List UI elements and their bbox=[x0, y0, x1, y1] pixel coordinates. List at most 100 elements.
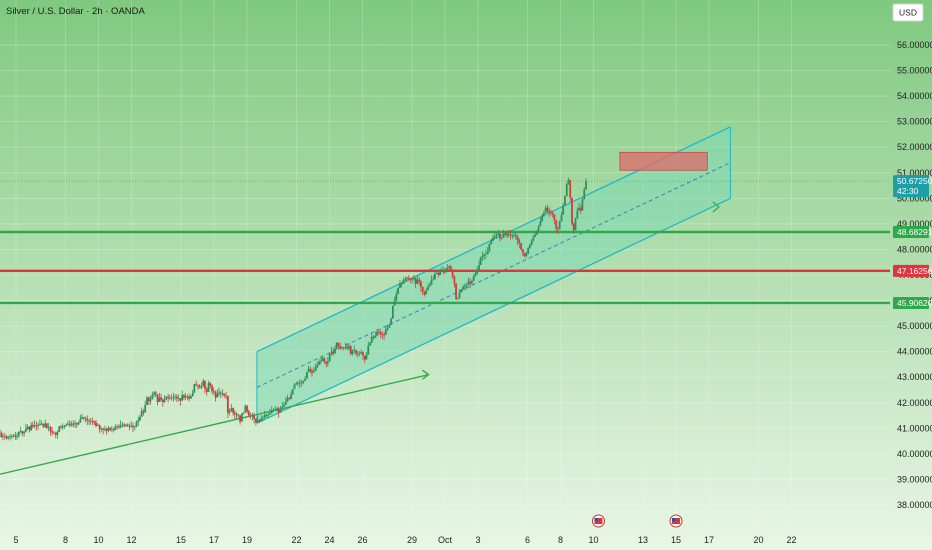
candle-body bbox=[467, 281, 470, 285]
candle-body bbox=[558, 221, 561, 230]
candle-body bbox=[154, 392, 157, 395]
candle-body bbox=[168, 397, 171, 399]
candle-body bbox=[205, 388, 208, 393]
candle-body bbox=[267, 414, 270, 416]
candle-body bbox=[256, 420, 259, 423]
candle-body bbox=[86, 418, 89, 421]
price-tag-label: 47.16256 bbox=[897, 266, 932, 276]
candle-body bbox=[258, 420, 261, 422]
candle-body bbox=[583, 189, 586, 200]
candle-body bbox=[226, 395, 229, 413]
candle-body bbox=[304, 378, 306, 382]
supply-zone[interactable] bbox=[619, 151, 708, 171]
candle-body bbox=[437, 272, 440, 275]
time-tick-label: 10 bbox=[93, 535, 103, 545]
candle-body bbox=[114, 426, 117, 431]
candle-body bbox=[414, 278, 417, 284]
time-tick-label: 22 bbox=[291, 535, 301, 545]
time-tick-label: 5 bbox=[13, 535, 18, 545]
candle-body bbox=[453, 276, 456, 284]
time-tick-label: 26 bbox=[357, 535, 367, 545]
time-tick-label: 29 bbox=[407, 535, 417, 545]
candle-body bbox=[463, 286, 466, 288]
candle-body bbox=[348, 346, 350, 349]
trendline-line[interactable] bbox=[0, 373, 429, 475]
candle-body bbox=[74, 423, 76, 425]
candle-body bbox=[186, 396, 189, 398]
candle-body bbox=[118, 426, 120, 428]
currency-selector[interactable]: USD bbox=[892, 3, 924, 22]
candle-body bbox=[212, 391, 215, 393]
candle-body bbox=[325, 361, 328, 364]
candle-body bbox=[16, 436, 18, 437]
price-tick-label: 45.00000 bbox=[897, 321, 932, 331]
us-flag-event-icon[interactable] bbox=[591, 514, 605, 528]
candle-body bbox=[47, 427, 50, 428]
candle-body bbox=[446, 267, 449, 270]
candle-body bbox=[367, 345, 370, 355]
candle-body bbox=[565, 183, 568, 197]
candle-body bbox=[23, 431, 25, 434]
candle-body bbox=[397, 288, 400, 295]
time-axis[interactable]: 5 8 10 12 15 17 19 22 24 26 29 Oct 3 6 8 10 13 15 17 20 22 bbox=[13, 535, 796, 545]
price-tick-label: 42.00000 bbox=[897, 398, 932, 408]
candle-body bbox=[67, 423, 69, 425]
candle-body bbox=[135, 421, 138, 427]
candlestick-series bbox=[0, 177, 587, 441]
trendline-arrow-icon bbox=[422, 369, 430, 380]
us-flag-event-icon[interactable] bbox=[669, 514, 683, 528]
candle-body bbox=[349, 346, 352, 354]
time-tick-label: 19 bbox=[242, 535, 252, 545]
candle-body bbox=[158, 397, 161, 403]
candle-body bbox=[89, 420, 92, 422]
candle-body bbox=[302, 381, 305, 383]
price-tick-label: 49.00000 bbox=[897, 219, 932, 229]
candle-body bbox=[360, 352, 363, 354]
channel-lower-line[interactable] bbox=[256, 197, 731, 424]
price-tick-label: 56.00000 bbox=[897, 40, 932, 50]
candle-body bbox=[216, 393, 219, 398]
event-markers[interactable] bbox=[591, 514, 683, 528]
candle-body bbox=[211, 385, 213, 392]
candle-body bbox=[326, 361, 329, 364]
candle-body bbox=[539, 221, 542, 227]
candle-body bbox=[77, 422, 80, 425]
candle-body bbox=[365, 354, 368, 360]
candle-body bbox=[509, 234, 512, 236]
candle-body bbox=[284, 402, 287, 406]
candle-body bbox=[251, 415, 254, 417]
candle-body bbox=[556, 228, 559, 230]
time-tick-label: 20 bbox=[753, 535, 763, 545]
candle-body bbox=[240, 413, 243, 422]
candle-body bbox=[312, 371, 315, 373]
supply-zone-rect[interactable] bbox=[619, 151, 708, 171]
candle-body bbox=[581, 199, 584, 211]
candle-body bbox=[207, 383, 210, 393]
candle-body bbox=[395, 294, 398, 302]
channel-arrow-icon bbox=[712, 201, 720, 213]
price-tick-label: 40.00000 bbox=[897, 449, 932, 459]
candle-body bbox=[17, 431, 20, 436]
candle-body bbox=[93, 421, 96, 423]
candle-body bbox=[374, 335, 377, 338]
candle-body bbox=[175, 396, 178, 399]
candle-body bbox=[286, 397, 289, 403]
candle-body bbox=[527, 247, 530, 255]
candle-body bbox=[479, 256, 482, 266]
candle-body bbox=[209, 383, 212, 386]
candle-body bbox=[291, 388, 294, 395]
time-tick-label: 17 bbox=[209, 535, 219, 545]
candle-body bbox=[133, 426, 136, 428]
candle-body bbox=[492, 237, 494, 241]
candle-body bbox=[124, 424, 127, 426]
price-tick-label: 44.00000 bbox=[897, 347, 932, 357]
candle-body bbox=[451, 269, 454, 277]
candle-body bbox=[170, 397, 173, 399]
trendline[interactable] bbox=[0, 369, 430, 475]
candle-body bbox=[283, 405, 285, 407]
price-tick-label: 48.00000 bbox=[897, 244, 932, 254]
candle-body bbox=[495, 234, 498, 237]
